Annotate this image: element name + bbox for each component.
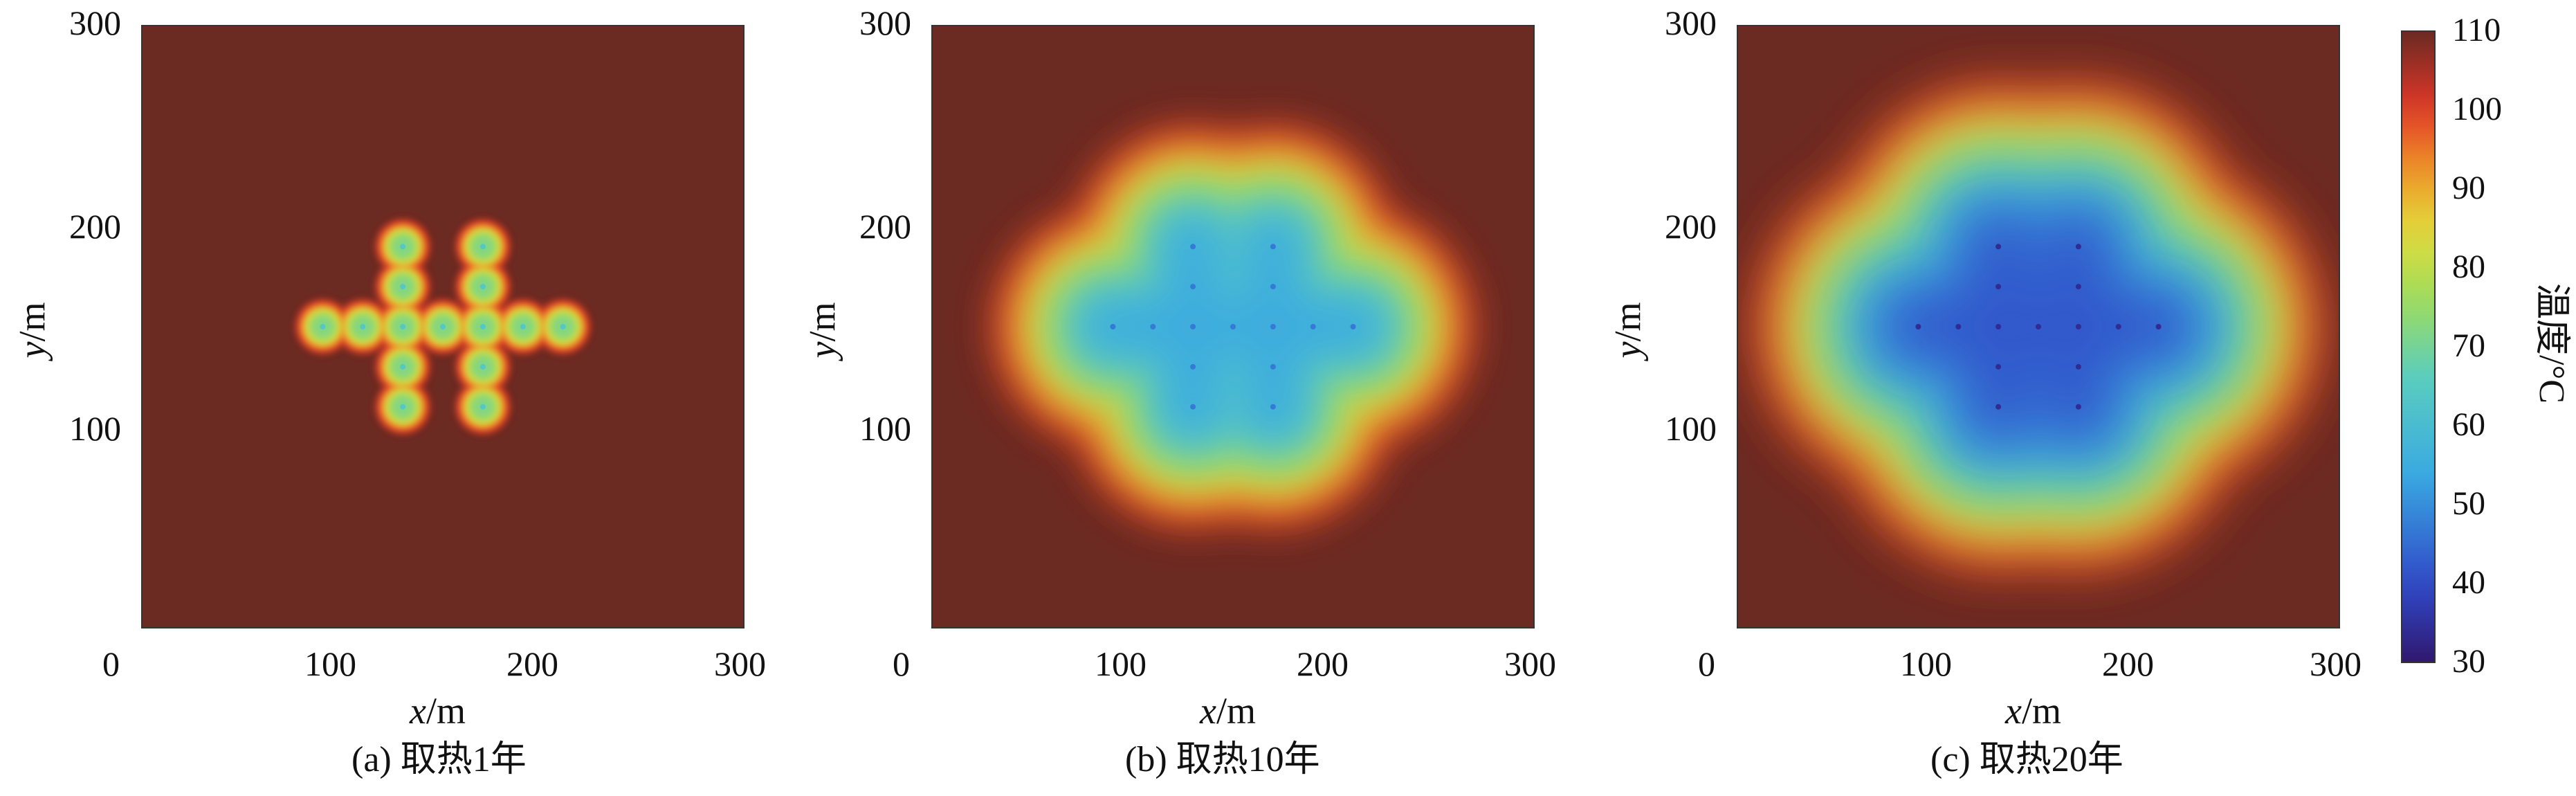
well-point: [1110, 324, 1116, 329]
colorbar-tick-label: 40: [2452, 564, 2485, 601]
well-point: [400, 324, 406, 329]
well-point: [1270, 324, 1276, 329]
x-tick-label: 200: [1297, 644, 1349, 683]
well-point: [1190, 244, 1196, 250]
heatmap-plot-c: [1737, 25, 2340, 628]
well-point: [2075, 363, 2081, 370]
temperature-contour-layer: [1084, 217, 1382, 436]
well-point: [1995, 363, 2002, 370]
well-point: [400, 404, 406, 410]
well-point: [520, 324, 526, 329]
well-point: [1995, 404, 2002, 410]
x-tick-label: 0: [1698, 644, 1715, 683]
y-tick-label: 200: [859, 207, 911, 246]
x-tick-label: 100: [1900, 644, 1952, 683]
x-axis-label: x/m: [410, 690, 466, 732]
well-point: [1150, 324, 1156, 329]
well-point: [400, 244, 406, 250]
well-point: [2115, 324, 2121, 329]
well-point: [2075, 284, 2081, 290]
y-axis-label: y/m: [1607, 302, 1649, 359]
well-point: [1995, 284, 2002, 290]
y-tick-label: 100: [859, 409, 911, 448]
x-tick-label: 0: [102, 644, 120, 683]
x-tick-label: 0: [893, 644, 910, 683]
colorbar-tick-label: 60: [2452, 406, 2485, 443]
well-point: [479, 284, 486, 290]
well-point: [2036, 324, 2041, 329]
well-point: [1310, 324, 1316, 329]
well-point: [2075, 404, 2081, 410]
colorbar-tick-label: 80: [2452, 248, 2485, 285]
x-axis-label: x/m: [2005, 690, 2061, 732]
y-tick-label: 300: [69, 3, 121, 42]
colorbar-title: 温度/°C: [2531, 283, 2571, 404]
well-point: [1190, 284, 1196, 290]
well-point: [400, 363, 406, 370]
y-tick-label: 300: [1665, 3, 1717, 42]
well-point: [479, 404, 486, 410]
well-point: [1915, 324, 1921, 329]
panel-caption: (b) 取热10年: [1125, 740, 1320, 779]
well-point: [2075, 324, 2081, 329]
well-point: [2155, 324, 2162, 329]
well-point: [2075, 244, 2081, 250]
colorbar-tick-label: 100: [2452, 91, 2502, 127]
x-tick-label: 300: [2310, 644, 2362, 683]
well-point: [1270, 284, 1276, 290]
colorbar-tick-label: 110: [2452, 12, 2501, 48]
panel-caption: (c) 取热20年: [1930, 740, 2123, 779]
y-tick-label: 200: [1665, 207, 1717, 246]
well-point: [1190, 363, 1196, 370]
x-tick-label: 100: [304, 644, 356, 683]
well-point: [320, 324, 326, 329]
well-point: [440, 324, 446, 329]
well-point: [360, 324, 366, 329]
y-axis-label: y/m: [11, 302, 53, 359]
colorbar-gradient: [2402, 32, 2434, 662]
well-point: [479, 244, 486, 250]
well-point: [1350, 324, 1356, 329]
x-tick-label: 300: [714, 644, 766, 683]
well-point: [1995, 244, 2002, 250]
well-point: [1190, 324, 1196, 329]
colorbar-tick-label: 70: [2452, 327, 2485, 364]
x-tick-label: 200: [506, 644, 558, 683]
heatmap-plot-b: [931, 25, 1535, 628]
well-point: [1955, 324, 1962, 329]
colorbar-tick-label: 90: [2452, 170, 2485, 206]
y-tick-label: 100: [1665, 409, 1717, 448]
colorbar-tick-label: 50: [2452, 485, 2485, 522]
well-point: [560, 324, 566, 329]
well-point: [1270, 244, 1276, 250]
well-point: [479, 324, 486, 329]
colorbar: [2401, 30, 2436, 663]
y-tick-label: 100: [69, 409, 121, 448]
heatmap-plot-a: [141, 25, 745, 628]
y-tick-label: 200: [69, 207, 121, 246]
colorbar-tick-label: 30: [2452, 643, 2485, 680]
x-tick-label: 300: [1504, 644, 1556, 683]
panel-caption: (a) 取热1年: [351, 740, 527, 779]
well-point: [1995, 324, 2002, 329]
y-tick-label: 300: [859, 3, 911, 42]
well-point: [400, 284, 406, 290]
well-point: [1230, 324, 1236, 329]
well-point: [479, 363, 486, 370]
x-axis-label: x/m: [1200, 690, 1256, 732]
x-tick-label: 100: [1095, 644, 1147, 683]
well-point: [1270, 404, 1276, 410]
well-point: [1190, 404, 1196, 410]
well-point: [1270, 363, 1276, 370]
y-axis-label: y/m: [801, 302, 843, 359]
x-tick-label: 200: [2102, 644, 2154, 683]
